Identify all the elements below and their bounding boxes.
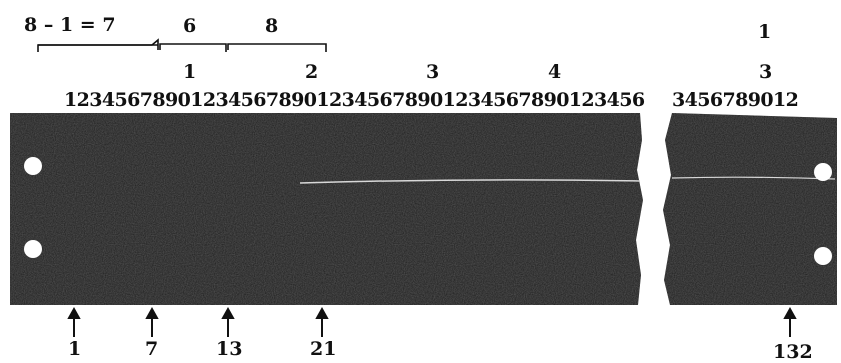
marker-label-21: 21 xyxy=(310,338,337,360)
crack-line xyxy=(671,176,836,180)
main-digit-scale: 1234567890123456789012345678901234567890… xyxy=(64,89,645,111)
tens-label-1: 1 xyxy=(183,61,197,83)
tens-label-3: 3 xyxy=(426,61,440,83)
punch-hole xyxy=(814,247,832,265)
arrow-1 xyxy=(67,306,81,337)
arrow-13 xyxy=(221,306,235,337)
crack-line xyxy=(299,179,641,184)
difference-equation: 8 – 1 = 7 xyxy=(24,14,116,36)
arrow-7 xyxy=(145,306,159,337)
right-top-label: 1 xyxy=(758,21,772,43)
marker-label-132: 132 xyxy=(773,341,813,363)
tens-label-4: 4 xyxy=(548,61,562,83)
right-tens-label: 3 xyxy=(759,61,773,83)
marker-label-1: 1 xyxy=(68,338,82,360)
marker-label-13: 13 xyxy=(216,338,243,360)
main-strip xyxy=(10,113,643,305)
arrow-132 xyxy=(783,306,797,337)
bracket-7 xyxy=(37,38,159,52)
punch-hole xyxy=(24,157,42,175)
punch-hole xyxy=(24,240,42,258)
bracket-6 xyxy=(159,43,227,52)
right-digit-scale: 3456789012 xyxy=(672,89,799,111)
marker-label-7: 7 xyxy=(145,338,159,360)
arrow-21 xyxy=(315,306,329,337)
punch-hole xyxy=(814,163,832,181)
right-strip xyxy=(663,113,837,305)
bracket-value-right: 8 xyxy=(265,15,279,37)
bracket-8 xyxy=(227,43,327,52)
tens-label-2: 2 xyxy=(305,61,319,83)
bracket-value-left: 6 xyxy=(183,15,197,37)
